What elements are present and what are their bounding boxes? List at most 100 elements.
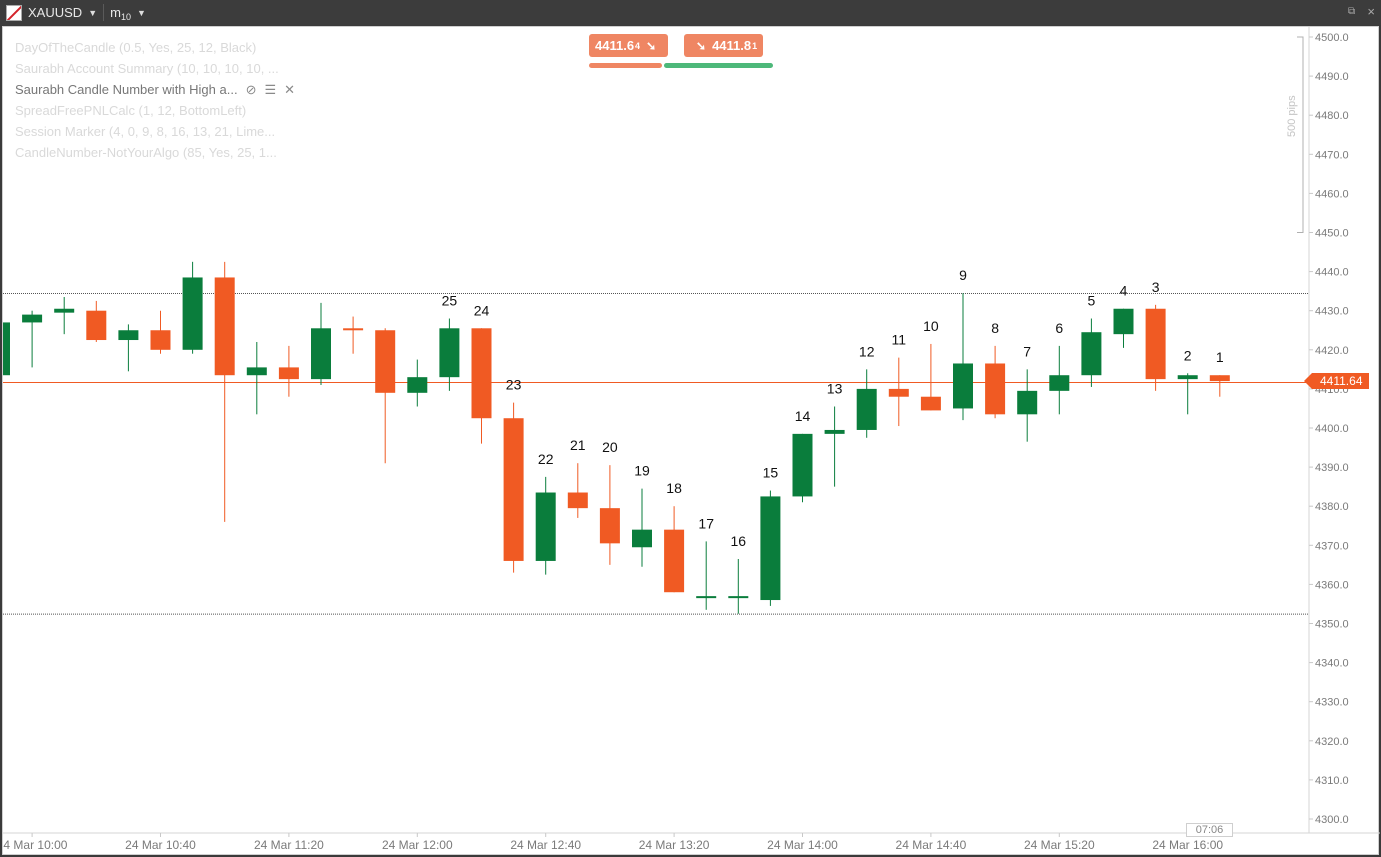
candle-number-label: 5 bbox=[1088, 293, 1096, 309]
y-tick-label: 4460.0 bbox=[1315, 188, 1349, 200]
legend-item[interactable]: DayOfTheCandle (0.5, Yes, 25, 12, Black) bbox=[15, 37, 295, 58]
chevron-down-icon: ▼ bbox=[136, 7, 146, 18]
y-tick-label: 4500.0 bbox=[1315, 32, 1349, 44]
x-tick-label: 24 Mar 10:40 bbox=[125, 838, 196, 852]
sell-price-pipette: 4 bbox=[635, 40, 641, 51]
candle-body bbox=[953, 363, 973, 409]
buy-button[interactable]: ➘ 4411.8 1 bbox=[684, 34, 764, 57]
legend-item[interactable]: SpreadFreePNLCalc (1, 12, BottomLeft) bbox=[15, 100, 295, 121]
candle-body bbox=[856, 388, 877, 430]
y-tick-label: 4430.0 bbox=[1315, 306, 1349, 318]
candle-body bbox=[888, 388, 909, 397]
candle-body bbox=[792, 433, 813, 497]
buy-price-pipette: 1 bbox=[752, 40, 758, 51]
candle-body bbox=[1209, 375, 1230, 382]
y-tick-label: 4380.0 bbox=[1315, 501, 1349, 513]
x-tick-label: 24 Mar 13:20 bbox=[639, 838, 710, 852]
y-tick-label: 4340.0 bbox=[1315, 658, 1349, 670]
y-tick-label: 4360.0 bbox=[1315, 579, 1349, 591]
y-tick-label: 4390.0 bbox=[1315, 462, 1349, 474]
y-tick-label: 4370.0 bbox=[1315, 540, 1349, 552]
candle-body bbox=[728, 596, 749, 599]
y-tick-label: 4330.0 bbox=[1315, 697, 1349, 709]
candle-number-label: 11 bbox=[892, 332, 907, 348]
candle-number-label: 20 bbox=[602, 439, 618, 455]
candle-number-label: 4 bbox=[1120, 283, 1128, 299]
close-icon[interactable]: × bbox=[1367, 4, 1375, 19]
candle-body bbox=[503, 418, 524, 561]
y-tick-label: 4320.0 bbox=[1315, 736, 1349, 748]
legend-item[interactable]: CandleNumber-NotYourAlgo (85, Yes, 25, 1… bbox=[15, 142, 295, 163]
candle-body bbox=[343, 328, 364, 331]
x-tick-label: 24 Mar 14:40 bbox=[896, 838, 967, 852]
sell-price: 4411.6 bbox=[595, 38, 635, 53]
candle-number-label: 2 bbox=[1184, 347, 1192, 363]
candle-number-label: 9 bbox=[959, 267, 967, 283]
candle-body bbox=[632, 529, 652, 548]
toolbar-divider bbox=[103, 4, 105, 21]
x-tick-label: 24 Mar 10:00 bbox=[3, 838, 68, 852]
candle-body bbox=[278, 367, 299, 380]
candle-countdown: 07:06 bbox=[1186, 823, 1233, 837]
candle-number-label: 17 bbox=[698, 515, 714, 531]
candle-body bbox=[567, 492, 588, 509]
legend-item[interactable]: Saurabh Candle Number with High a... ⊘ ☰… bbox=[15, 79, 295, 100]
y-tick-label: 4470.0 bbox=[1315, 149, 1349, 161]
candle-body bbox=[1081, 332, 1102, 376]
x-tick-label: 24 Mar 11:20 bbox=[254, 838, 324, 852]
candle-number-label: 13 bbox=[827, 380, 843, 396]
candle-number-label: 18 bbox=[666, 480, 682, 496]
candle-number-label: 14 bbox=[795, 408, 811, 424]
candle-body bbox=[3, 322, 10, 376]
x-tick-label: 24 Mar 15:20 bbox=[1024, 838, 1095, 852]
buy-sentiment-bar bbox=[664, 63, 773, 68]
arrow-down-right-icon: ➘ bbox=[646, 38, 657, 53]
candle-number-label: 10 bbox=[923, 318, 939, 334]
legend-label: CandleNumber-NotYourAlgo (85, Yes, 25, 1… bbox=[15, 145, 277, 160]
symbol-label: XAUUSD bbox=[28, 5, 83, 20]
legend-item[interactable]: Saurabh Account Summary (10, 10, 10, 10,… bbox=[15, 58, 295, 79]
y-tick-label: 4490.0 bbox=[1315, 71, 1349, 83]
legend-item[interactable]: Session Marker (4, 0, 9, 8, 16, 13, 21, … bbox=[15, 121, 295, 142]
candle-body bbox=[439, 328, 460, 378]
sell-button[interactable]: 4411.6 4 ➘ bbox=[589, 34, 669, 57]
sell-sentiment-bar bbox=[589, 63, 662, 68]
candle-body bbox=[1145, 308, 1166, 380]
candle-body bbox=[150, 330, 171, 350]
popout-icon[interactable]: ⧉ bbox=[1348, 6, 1356, 17]
candle-number-label: 3 bbox=[1152, 279, 1160, 295]
hide-eye-icon[interactable]: ⊘ bbox=[245, 82, 257, 97]
window-titlebar: XAUUSD ▼ m 10 ▼ ⧉ × bbox=[0, 0, 1381, 25]
candle-body bbox=[118, 330, 139, 341]
candle-number-label: 15 bbox=[763, 465, 779, 481]
candle-body bbox=[696, 596, 717, 599]
candle-body bbox=[375, 330, 396, 393]
timeframe-selector[interactable]: m 10 ▼ bbox=[104, 0, 152, 25]
candle-body bbox=[22, 314, 43, 323]
current-price-tag: 4411.64 bbox=[1304, 373, 1369, 389]
candle-number-label: 21 bbox=[570, 437, 586, 453]
legend-label: Session Marker (4, 0, 9, 8, 16, 13, 21, … bbox=[15, 124, 276, 139]
settings-sliders-icon[interactable]: ☰ bbox=[264, 82, 277, 97]
candle-body bbox=[1177, 375, 1198, 380]
timeframe-sub: 10 bbox=[120, 11, 131, 22]
candle-number-label: 23 bbox=[506, 377, 522, 393]
x-tick-label: 24 Mar 12:00 bbox=[382, 838, 453, 852]
candle-body bbox=[599, 508, 620, 544]
y-tick-label: 4310.0 bbox=[1315, 775, 1349, 787]
candle-number-label: 7 bbox=[1023, 343, 1031, 359]
chart-panel[interactable]: 4500.0 4490.0 4480.0 4470.0 4460.0 4450.0 4440… bbox=[2, 26, 1380, 856]
candle-number-label: 6 bbox=[1055, 320, 1063, 336]
symbol-selector[interactable]: XAUUSD ▼ bbox=[0, 0, 103, 25]
candle-body bbox=[920, 396, 941, 411]
price-chart[interactable]: 4500.04490.04480.04470.04460.04450.04440… bbox=[3, 27, 1380, 856]
legend-label: SpreadFreePNLCalc (1, 12, BottomLeft) bbox=[15, 103, 247, 118]
y-tick-label: 4400.0 bbox=[1315, 423, 1349, 435]
candle-body bbox=[535, 492, 556, 561]
candle-number-label: 12 bbox=[859, 343, 875, 359]
y-tick-label: 4300.0 bbox=[1315, 814, 1349, 826]
candle-body bbox=[985, 363, 1006, 415]
close-icon[interactable]: ✕ bbox=[284, 82, 296, 97]
candle-body bbox=[182, 277, 203, 350]
candle-body bbox=[664, 529, 685, 593]
